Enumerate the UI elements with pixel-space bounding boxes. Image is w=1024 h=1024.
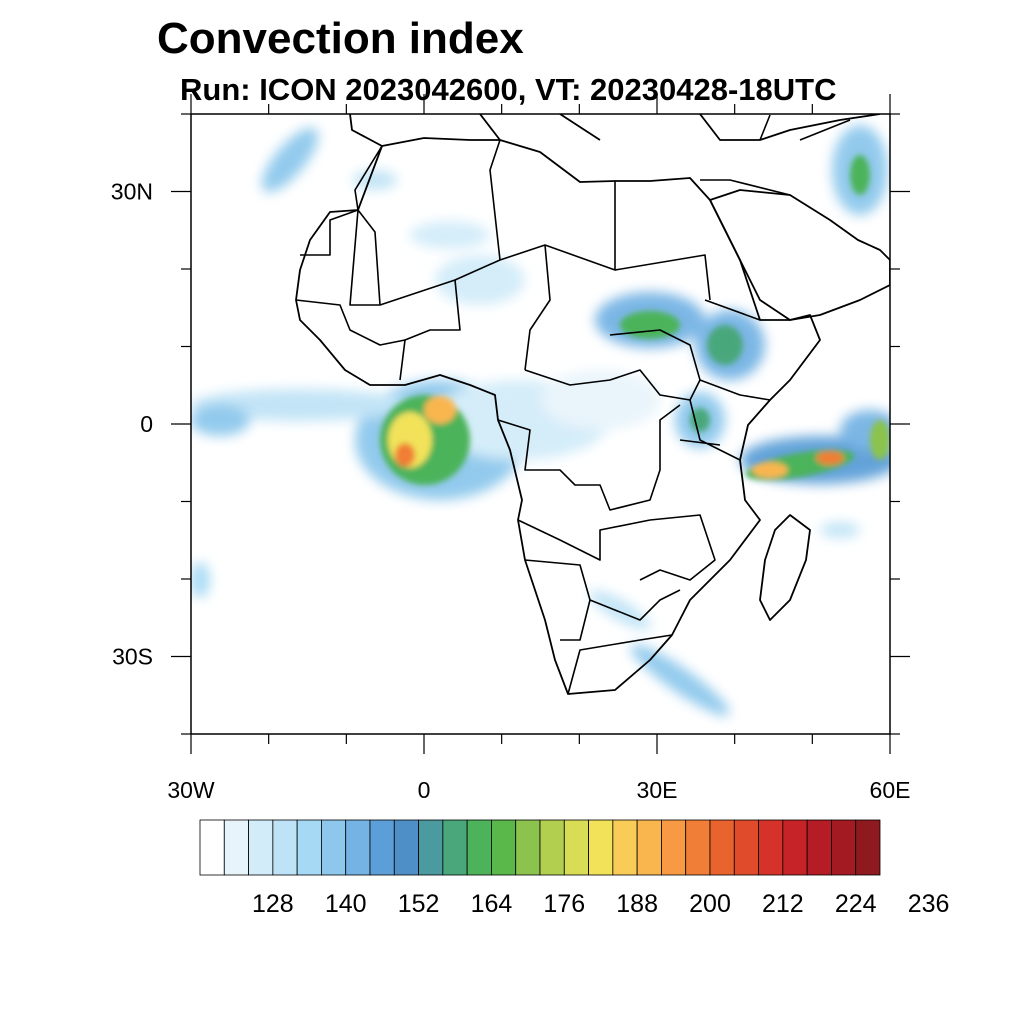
y-tick-label: 30S [112, 644, 153, 670]
field-indian-east-green [870, 420, 890, 460]
border-arabia [700, 114, 851, 196]
field-arabian-green [850, 155, 870, 195]
colorbar-swatch [661, 819, 687, 876]
colorbar-swatch [733, 819, 759, 876]
field-congo-east [540, 370, 660, 430]
border-angola [517, 519, 651, 561]
colorbar-swatch [612, 819, 638, 876]
x-tick-label: 30W [167, 777, 215, 803]
colorbar-label: 236 [908, 890, 950, 918]
colorbar-label: 128 [252, 890, 294, 918]
colorbar-swatch [393, 819, 419, 876]
colorbar-swatch [588, 819, 614, 876]
colorbar-swatch [515, 819, 541, 876]
field-northeast-atlantic [261, 127, 319, 193]
x-tick-label: 30E [637, 777, 678, 803]
colorbar-swatch [296, 819, 322, 876]
colorbar-label: 212 [762, 890, 804, 918]
field-indian-red [816, 451, 844, 465]
border-kenya-tanzania [679, 399, 741, 461]
colorbar-label: 152 [398, 890, 440, 918]
colorbar-swatch [418, 819, 444, 876]
colorbar [199, 819, 881, 876]
colorbar-swatch [321, 819, 347, 876]
colorbar-swatch [539, 819, 565, 876]
colorbar-swatch [685, 819, 711, 876]
colorbar-swatch [758, 819, 784, 876]
axis-ticks [171, 94, 910, 754]
colorbar-swatch [272, 819, 298, 876]
border-zambia-mozambique [639, 514, 716, 581]
colorbar-label: 164 [471, 890, 513, 918]
colorbar-label: 176 [543, 890, 585, 918]
border-south-sudan [609, 329, 701, 401]
axis-tick-labels: 30W 0 30E 60E 30N 0 30S [111, 179, 911, 804]
colorbar-swatch [199, 819, 225, 876]
colorbar-swatch [491, 819, 517, 876]
field-lake-green [690, 408, 710, 432]
colorbar-swatch [248, 819, 274, 876]
map-subtitle: Run: ICON 2023042600, VT: 20230428-18UTC [180, 72, 837, 107]
colorbar-label: 140 [325, 890, 367, 918]
border-drc [497, 404, 681, 511]
colorbar-swatch [806, 819, 832, 876]
colorbar-label: 224 [835, 890, 877, 918]
colorbar-swatch [563, 819, 589, 876]
field-gulf-core-orange [424, 396, 456, 424]
colorbar-swatch [831, 819, 857, 876]
colorbar-swatch [345, 819, 371, 876]
colorbar-swatch [636, 819, 662, 876]
colorbar-labels: 128 140 152 164 176 188 200 212 224 236 [252, 890, 949, 918]
colorbar-swatch [855, 819, 881, 876]
border-sudan [614, 254, 711, 301]
border-egypt-libya [499, 181, 616, 271]
field-indian-ocean-north [840, 410, 890, 450]
border-west-africa [295, 299, 406, 346]
border-nigeria [399, 279, 461, 381]
arabia-coastline [709, 189, 890, 321]
border-ethiopia [699, 299, 771, 401]
map-title: Convection index [157, 14, 524, 63]
border-algeria [349, 209, 381, 306]
y-tick-label: 30N [111, 179, 153, 205]
y-tick-label: 0 [140, 411, 153, 437]
colorbar-label: 200 [689, 890, 731, 918]
field-sahara-west [353, 170, 397, 190]
border-morocco [354, 145, 383, 211]
field-southern-africa [589, 590, 651, 630]
x-tick-label: 0 [418, 777, 431, 803]
border-south-africa [567, 634, 673, 695]
europe-coastline [349, 114, 881, 147]
field-indian-orange [752, 462, 788, 478]
colorbar-swatch [369, 819, 395, 876]
field-ethiopia-green [707, 325, 743, 365]
border-libya-algeria [489, 139, 501, 261]
field-southeast-band [630, 644, 730, 716]
field-niger [435, 255, 525, 305]
convection-field [191, 125, 890, 716]
field-madagascar-east [820, 522, 860, 538]
colorbar-swatch [442, 819, 468, 876]
madagascar-coastline [759, 514, 811, 621]
colorbar-swatch [709, 819, 735, 876]
border-chad-niger [524, 244, 551, 371]
field-atlantic-west [191, 404, 250, 436]
colorbar-label: 188 [616, 890, 658, 918]
colorbar-swatch [466, 819, 492, 876]
country-borders [295, 114, 890, 695]
colorbar-swatch [223, 819, 249, 876]
field-south-atlantic [191, 562, 210, 598]
border-car [524, 369, 691, 401]
colorbar-swatch [782, 819, 808, 876]
border-namibia-botswana [524, 559, 681, 641]
x-tick-label: 60E [870, 777, 911, 803]
field-algeria [410, 221, 490, 249]
field-gulf-core-red [395, 443, 415, 467]
